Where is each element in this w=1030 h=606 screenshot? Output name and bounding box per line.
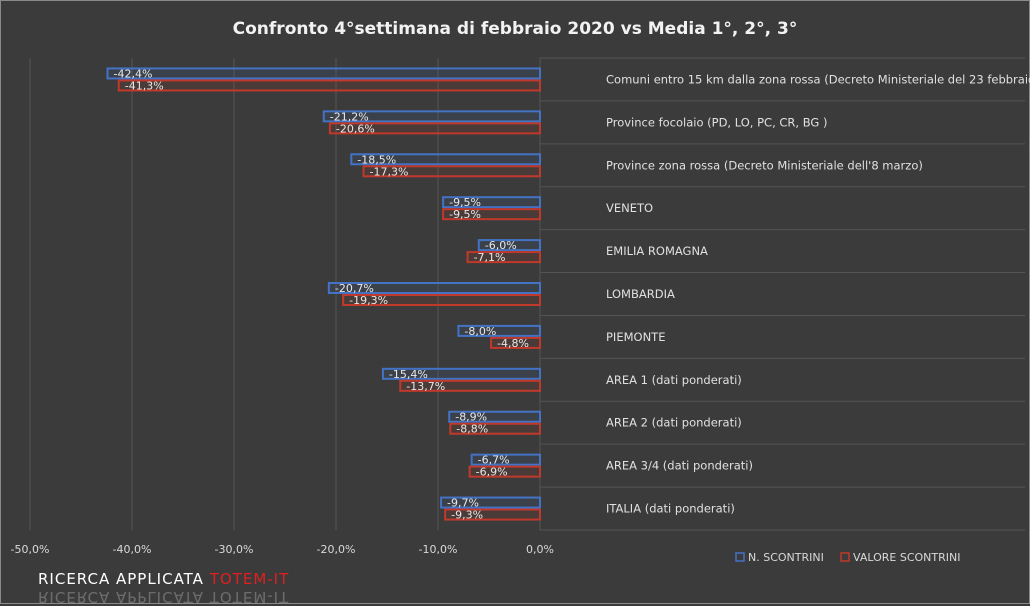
data-label: -17,3% bbox=[370, 165, 409, 178]
category-label: Province focolaio (PD, LO, PC, CR, BG ) bbox=[606, 115, 827, 129]
data-label: -7,1% bbox=[474, 251, 506, 264]
bar-n-scontrini bbox=[381, 367, 542, 380]
data-label: -19,3% bbox=[349, 294, 388, 307]
x-tick-label: 0,0% bbox=[526, 543, 554, 556]
data-label: -6,9% bbox=[476, 466, 508, 479]
data-label: -6,7% bbox=[478, 454, 510, 467]
bar-valore-scontrini bbox=[399, 379, 542, 392]
bar-valore-scontrini bbox=[490, 336, 542, 349]
x-tick-label: -20,0% bbox=[317, 543, 356, 556]
legend-swatch-n-scontrini bbox=[735, 552, 745, 562]
legend-label: N. SCONTRINI bbox=[748, 551, 824, 564]
legend-swatch-valore-scontrini bbox=[840, 552, 850, 562]
brand-text-white: RICERCA APPLICATA bbox=[38, 570, 210, 588]
bar-n-scontrini bbox=[442, 196, 542, 209]
category-label: PIEMONTE bbox=[606, 330, 665, 344]
bar-valore-scontrini bbox=[342, 294, 542, 306]
bar-valore-scontrini bbox=[449, 422, 541, 435]
bar-valore-scontrini bbox=[468, 465, 541, 478]
legend-label: VALORE SCONTRINI bbox=[853, 551, 960, 564]
category-label: VENETO bbox=[606, 201, 653, 215]
bar-n-scontrini bbox=[322, 110, 542, 123]
category-label: AREA 1 (dati ponderati) bbox=[606, 373, 742, 387]
bar-valore-scontrini bbox=[442, 208, 542, 221]
data-label: -41,3% bbox=[125, 79, 164, 92]
data-label: -15,4% bbox=[389, 368, 428, 381]
data-label: -8,0% bbox=[464, 325, 496, 338]
bar-n-scontrini bbox=[448, 410, 541, 423]
data-label: -20,6% bbox=[336, 122, 375, 135]
brand-logo-reflection: RICERCA APPLICATA TOTEM-IT bbox=[38, 588, 290, 606]
data-label: -20,7% bbox=[335, 282, 374, 295]
bar-n-scontrini bbox=[327, 282, 541, 294]
category-label: LOMBARDIA bbox=[606, 287, 675, 301]
data-label: -9,3% bbox=[451, 509, 483, 522]
bar-valore-scontrini bbox=[362, 165, 542, 178]
data-label: -8,9% bbox=[455, 411, 487, 424]
bar-n-scontrini bbox=[457, 324, 541, 337]
category-label: Comuni entro 15 km dalla zona rossa (Dec… bbox=[606, 72, 1030, 86]
brand-text-red: TOTEM-IT bbox=[209, 570, 290, 588]
bar-valore-scontrini bbox=[117, 79, 542, 92]
data-label: -6,0% bbox=[485, 239, 517, 252]
bar-n-scontrini bbox=[350, 153, 541, 166]
category-label: ITALIA (dati ponderati) bbox=[606, 502, 735, 516]
data-label: -9,5% bbox=[449, 208, 481, 221]
bar-valore-scontrini bbox=[328, 122, 541, 135]
bar-valore-scontrini bbox=[466, 251, 541, 264]
x-tick-label: -40,0% bbox=[113, 543, 152, 556]
category-label: AREA 3/4 (dati ponderati) bbox=[606, 459, 753, 473]
category-label: Province zona rossa (Decreto Ministerial… bbox=[606, 158, 923, 172]
data-label: -9,5% bbox=[449, 196, 481, 209]
x-tick-label: -30,0% bbox=[215, 543, 254, 556]
chart-title: Confronto 4°settimana di febbraio 2020 v… bbox=[233, 19, 798, 39]
bar-n-scontrini bbox=[440, 496, 541, 509]
category-label: EMILIA ROMAGNA bbox=[606, 244, 708, 258]
x-tick-label: -50,0% bbox=[11, 543, 50, 556]
data-label: -4,8% bbox=[497, 337, 529, 350]
bar-n-scontrini bbox=[470, 453, 541, 466]
data-label: -18,5% bbox=[357, 153, 396, 166]
category-label: AREA 2 (dati ponderati) bbox=[606, 416, 742, 430]
data-label: -42,4% bbox=[114, 67, 153, 80]
bar-valore-scontrini bbox=[444, 508, 542, 521]
data-label: -13,7% bbox=[406, 380, 445, 393]
data-label: -21,2% bbox=[330, 110, 369, 123]
bar-n-scontrini bbox=[477, 239, 541, 252]
data-label: -9,7% bbox=[447, 497, 479, 510]
data-label: -8,8% bbox=[456, 423, 488, 436]
brand-logo: RICERCA APPLICATA TOTEM-IT bbox=[38, 570, 289, 588]
x-tick-label: -10,0% bbox=[419, 543, 458, 556]
bar-n-scontrini bbox=[106, 67, 542, 80]
